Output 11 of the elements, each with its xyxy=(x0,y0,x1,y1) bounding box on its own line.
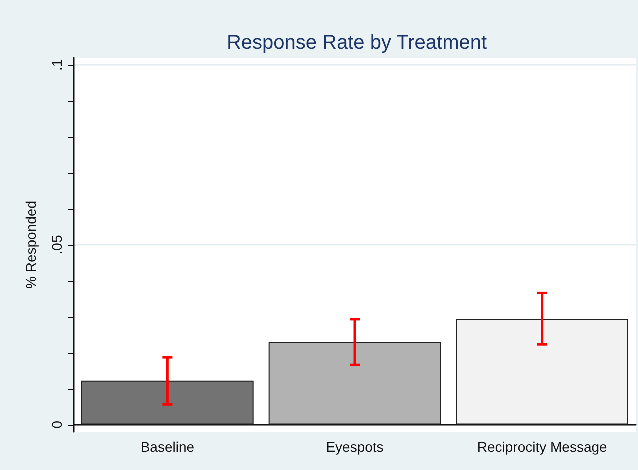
x-tick-label: Eyespots xyxy=(326,439,384,455)
y-tick-label: 0 xyxy=(49,420,65,429)
bar xyxy=(456,319,629,425)
y-axis-title: % Responded xyxy=(23,201,39,289)
x-tick-label: Reciprocity Message xyxy=(477,439,608,455)
y-tick-label: .1 xyxy=(49,59,65,72)
bar xyxy=(268,342,442,425)
y-tick-label: .05 xyxy=(49,235,65,255)
bar xyxy=(81,380,254,425)
x-tick-label: Baseline xyxy=(140,439,195,455)
chart-title: Response Rate by Treatment xyxy=(226,32,488,54)
